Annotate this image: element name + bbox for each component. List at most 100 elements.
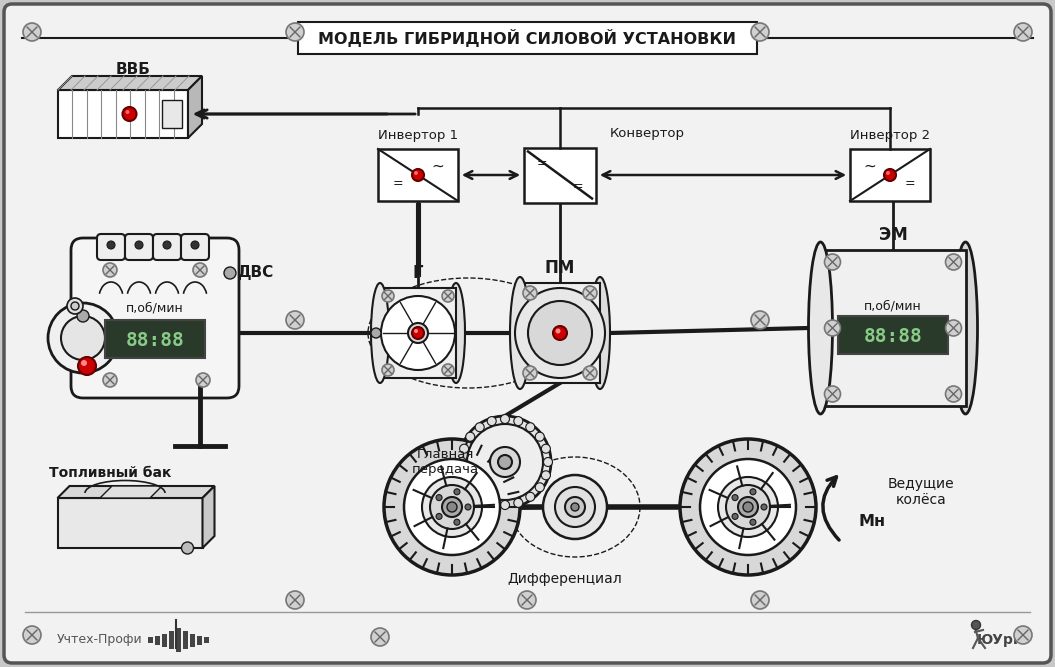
Circle shape bbox=[77, 310, 89, 322]
Circle shape bbox=[78, 357, 96, 375]
Circle shape bbox=[442, 290, 454, 302]
FancyBboxPatch shape bbox=[153, 234, 181, 260]
Circle shape bbox=[738, 497, 757, 517]
Bar bbox=[838, 316, 948, 354]
Circle shape bbox=[465, 504, 471, 510]
Circle shape bbox=[135, 241, 143, 249]
Circle shape bbox=[490, 447, 520, 477]
Polygon shape bbox=[58, 498, 203, 548]
Circle shape bbox=[553, 326, 567, 340]
Text: =: = bbox=[573, 180, 583, 193]
Circle shape bbox=[413, 169, 424, 181]
FancyBboxPatch shape bbox=[124, 234, 153, 260]
Circle shape bbox=[556, 329, 560, 334]
Text: 88:88: 88:88 bbox=[126, 331, 185, 350]
Circle shape bbox=[726, 485, 770, 529]
Circle shape bbox=[498, 455, 512, 469]
Text: Главная
передача: Главная передача bbox=[411, 448, 479, 476]
Bar bbox=[162, 99, 181, 129]
Text: п,об/мин: п,об/мин bbox=[864, 299, 922, 313]
Text: Дифференциал: Дифференциал bbox=[507, 572, 622, 586]
Circle shape bbox=[543, 458, 553, 466]
Text: =: = bbox=[392, 177, 403, 190]
Circle shape bbox=[571, 503, 579, 511]
Text: ДВС: ДВС bbox=[237, 265, 273, 281]
Circle shape bbox=[535, 483, 544, 492]
Circle shape bbox=[761, 504, 767, 510]
FancyBboxPatch shape bbox=[4, 4, 1051, 663]
Ellipse shape bbox=[510, 277, 530, 389]
Ellipse shape bbox=[371, 283, 389, 383]
FancyBboxPatch shape bbox=[71, 238, 239, 398]
Circle shape bbox=[430, 485, 474, 529]
Circle shape bbox=[408, 323, 428, 343]
Circle shape bbox=[475, 423, 484, 432]
Bar bbox=[850, 149, 931, 201]
Circle shape bbox=[487, 498, 496, 508]
Text: МОДЕЛЬ ГИБРИДНОЙ СИЛОВОЙ УСТАНОВКИ: МОДЕЛЬ ГИБРИДНОЙ СИЛОВОЙ УСТАНОВКИ bbox=[318, 29, 736, 47]
Circle shape bbox=[181, 542, 193, 554]
Text: ЭМ: ЭМ bbox=[879, 226, 907, 244]
Circle shape bbox=[884, 169, 896, 181]
Circle shape bbox=[286, 311, 304, 329]
Circle shape bbox=[371, 628, 389, 646]
Circle shape bbox=[454, 519, 460, 525]
Circle shape bbox=[487, 417, 496, 426]
Text: 88:88: 88:88 bbox=[864, 327, 922, 346]
Circle shape bbox=[381, 296, 455, 370]
Circle shape bbox=[458, 458, 466, 466]
Polygon shape bbox=[100, 486, 162, 498]
Text: Конвертор: Конвертор bbox=[610, 127, 685, 140]
Circle shape bbox=[525, 423, 535, 432]
Bar bbox=[524, 147, 596, 203]
Bar bbox=[380, 288, 456, 378]
Circle shape bbox=[23, 23, 41, 41]
Bar bbox=[183, 631, 188, 649]
Circle shape bbox=[945, 254, 961, 270]
Circle shape bbox=[751, 311, 769, 329]
Circle shape bbox=[422, 477, 482, 537]
Circle shape bbox=[750, 489, 756, 495]
Circle shape bbox=[535, 432, 544, 442]
Bar bbox=[190, 634, 195, 646]
Circle shape bbox=[750, 519, 756, 525]
Circle shape bbox=[1014, 23, 1032, 41]
Bar bbox=[148, 637, 153, 643]
Circle shape bbox=[825, 386, 841, 402]
Ellipse shape bbox=[447, 283, 465, 383]
Text: Учтех-Профи: Учтех-Профи bbox=[57, 634, 142, 646]
Circle shape bbox=[442, 497, 462, 517]
Circle shape bbox=[414, 329, 418, 333]
Text: =: = bbox=[537, 157, 548, 169]
Circle shape bbox=[465, 483, 475, 492]
Circle shape bbox=[555, 487, 595, 527]
Circle shape bbox=[732, 514, 738, 520]
FancyBboxPatch shape bbox=[181, 234, 209, 260]
Text: ПМ: ПМ bbox=[544, 259, 575, 277]
Circle shape bbox=[701, 459, 797, 555]
Circle shape bbox=[107, 241, 115, 249]
Bar bbox=[821, 250, 965, 406]
Circle shape bbox=[475, 492, 484, 502]
Circle shape bbox=[718, 477, 778, 537]
Text: ~: ~ bbox=[864, 159, 877, 174]
Circle shape bbox=[543, 475, 607, 539]
Circle shape bbox=[525, 492, 535, 502]
Circle shape bbox=[886, 171, 890, 175]
Circle shape bbox=[122, 107, 136, 121]
Circle shape bbox=[413, 327, 424, 339]
Circle shape bbox=[972, 620, 980, 630]
Text: Инвертор 1: Инвертор 1 bbox=[378, 129, 458, 141]
Text: Г: Г bbox=[413, 264, 423, 282]
Polygon shape bbox=[58, 486, 214, 498]
Circle shape bbox=[447, 502, 457, 512]
Circle shape bbox=[583, 366, 597, 380]
Bar bbox=[169, 631, 174, 649]
Bar bbox=[58, 90, 188, 138]
Bar bbox=[155, 636, 160, 644]
Circle shape bbox=[541, 444, 551, 453]
Polygon shape bbox=[203, 486, 214, 548]
Circle shape bbox=[514, 498, 523, 508]
Circle shape bbox=[528, 301, 592, 365]
Circle shape bbox=[751, 23, 769, 41]
